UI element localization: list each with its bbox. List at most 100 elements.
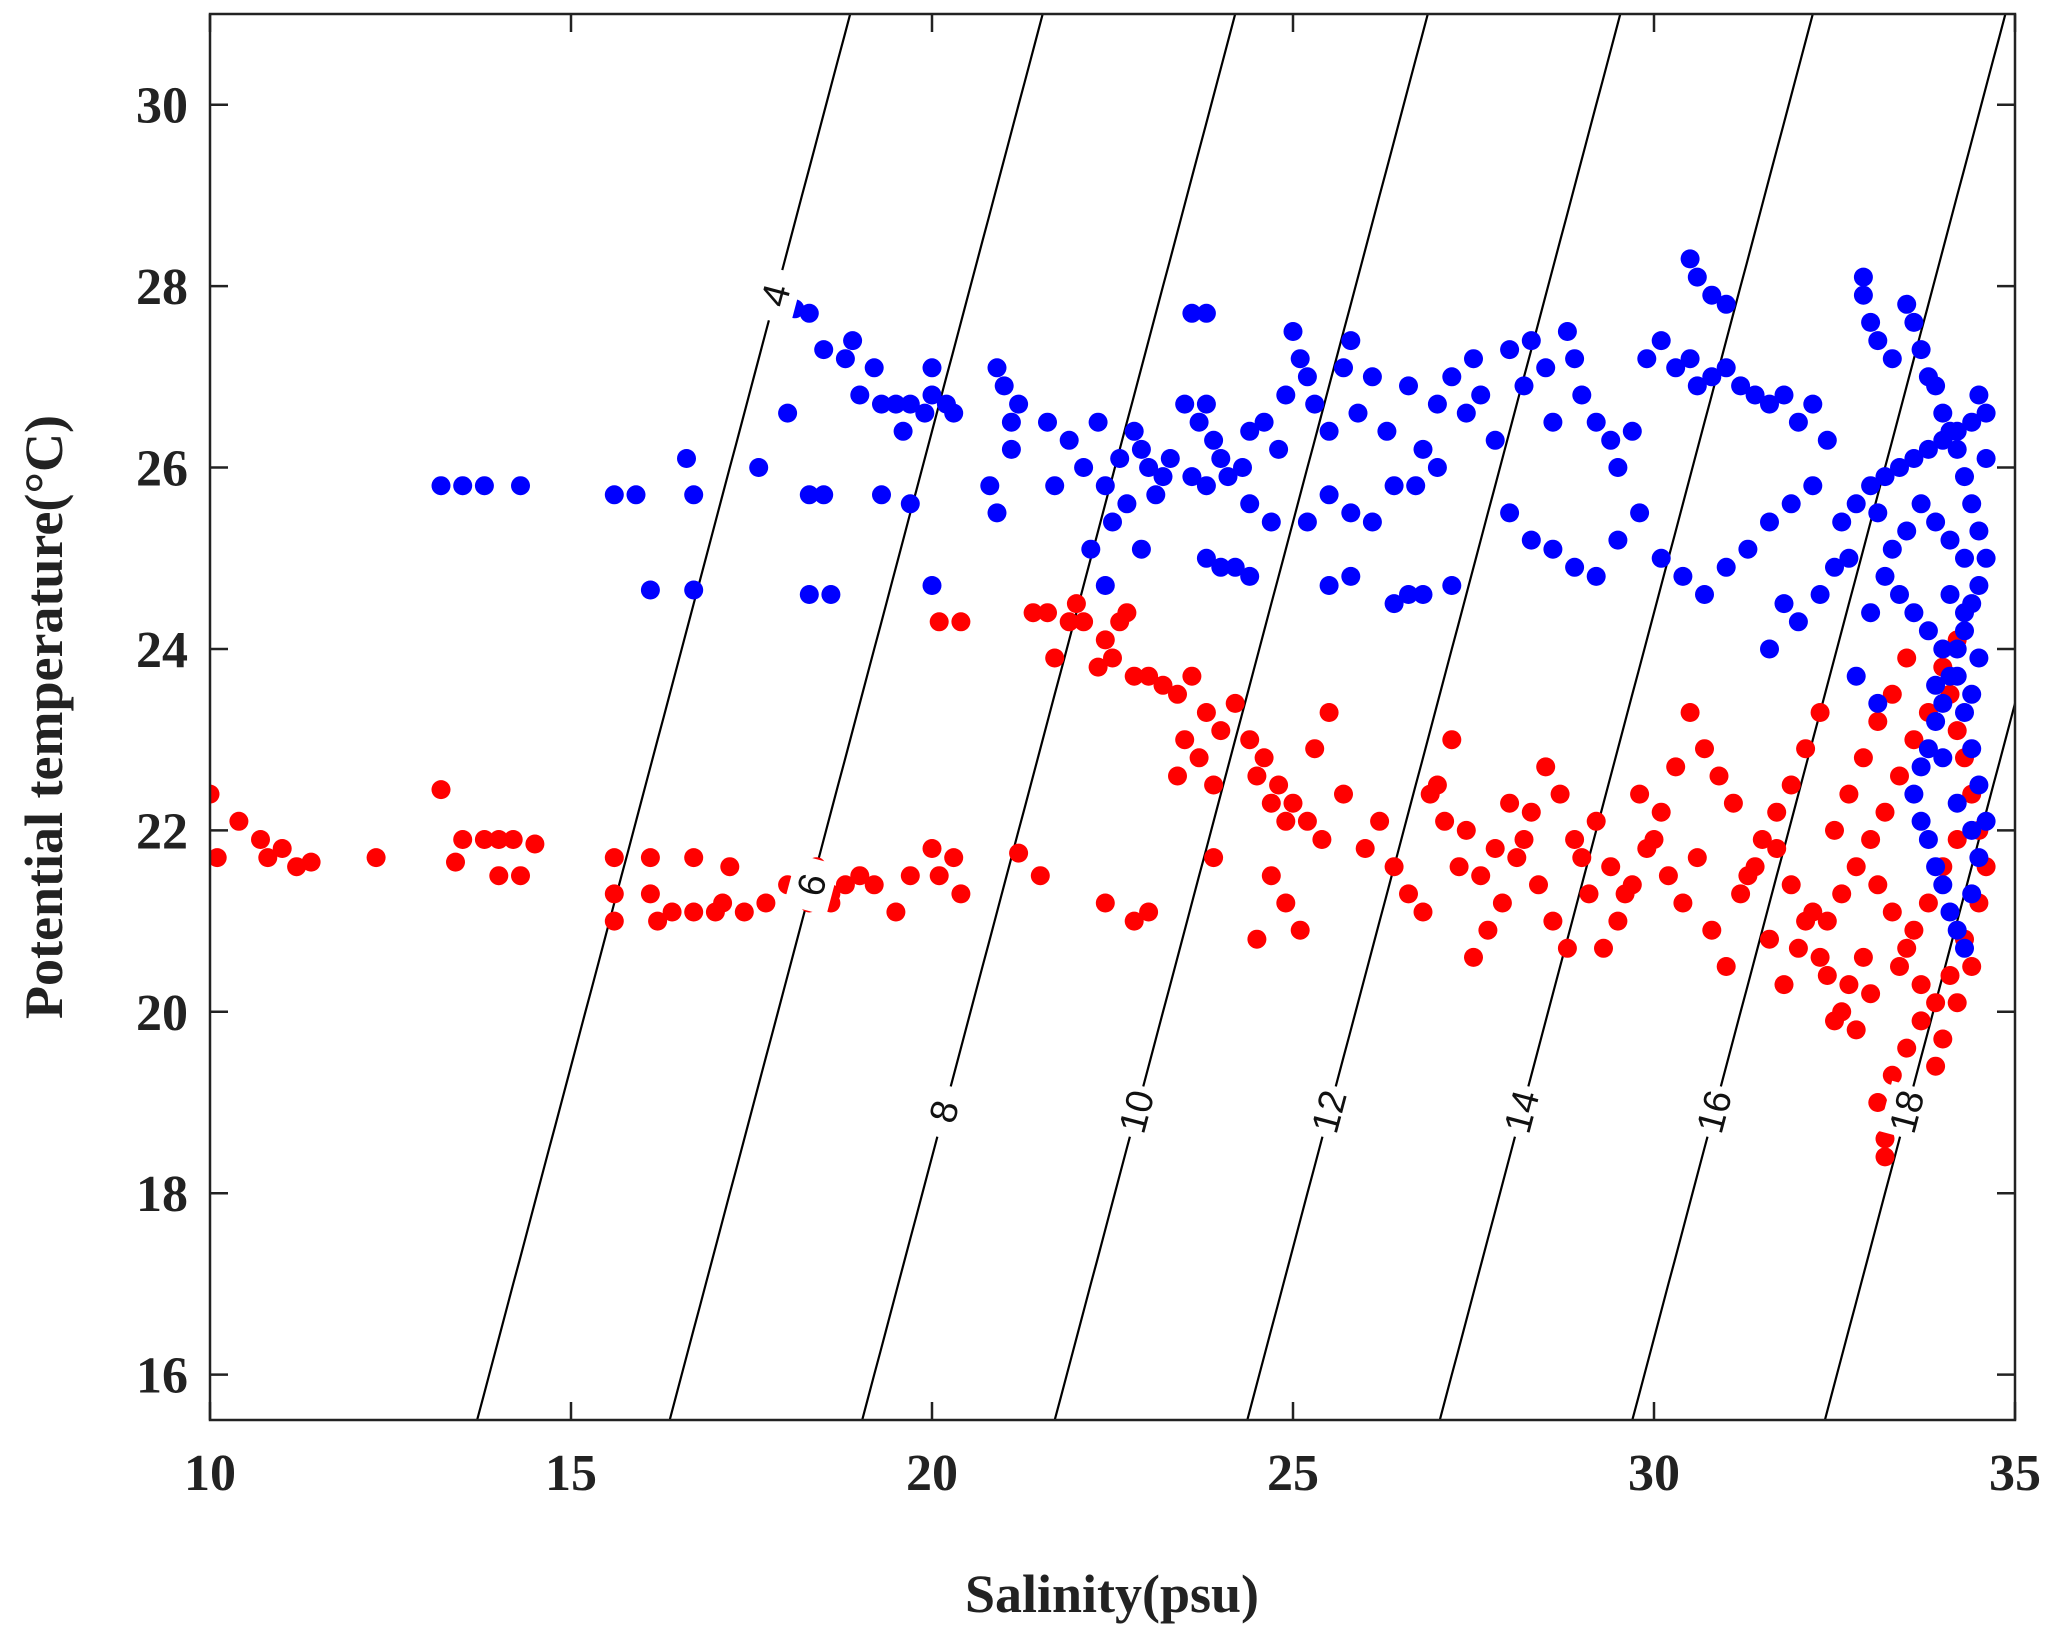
data-point-red: [1947, 993, 1967, 1013]
data-point-blue: [1774, 594, 1794, 614]
data-point-blue: [1521, 530, 1541, 550]
data-point-blue: [1810, 585, 1830, 604]
data-point-red: [1897, 648, 1917, 668]
data-point-blue: [1853, 267, 1873, 287]
data-point-blue: [1933, 639, 1953, 659]
data-point-blue: [1413, 439, 1433, 459]
data-point-blue: [1926, 857, 1946, 877]
data-point-red: [511, 866, 530, 886]
y-tick-label: 26: [136, 441, 188, 498]
data-point-red: [1947, 721, 1967, 741]
data-point-red: [287, 857, 307, 877]
data-point-red: [1355, 839, 1375, 858]
data-point-blue: [1933, 875, 1953, 895]
data-point-blue: [1716, 294, 1736, 314]
data-point-blue: [1680, 249, 1700, 269]
data-point-blue: [1254, 412, 1274, 432]
data-point-red: [1868, 712, 1888, 731]
data-point-red: [1709, 766, 1729, 786]
data-point-red: [1875, 802, 1895, 822]
data-point-red: [684, 848, 704, 868]
data-point-red: [1399, 884, 1418, 904]
data-point-red: [1305, 739, 1325, 759]
data-point-blue: [1319, 576, 1339, 595]
data-point-blue: [1362, 367, 1382, 387]
data-point-blue: [1868, 331, 1888, 351]
data-point-red: [1413, 902, 1433, 922]
data-point-blue: [1348, 403, 1368, 423]
data-point-blue: [1456, 403, 1476, 423]
data-point-blue: [1926, 376, 1946, 396]
data-point-red: [1254, 748, 1274, 768]
data-point-blue: [1911, 494, 1931, 514]
data-point-red: [684, 902, 704, 922]
data-point-blue: [1586, 566, 1606, 586]
data-point-red: [1543, 911, 1563, 931]
data-point-blue: [1139, 458, 1159, 477]
data-point-red: [1500, 793, 1520, 813]
data-point-red: [1124, 911, 1144, 931]
data-point-blue: [1897, 521, 1917, 541]
data-point-blue: [1911, 757, 1931, 777]
data-point-blue: [1399, 376, 1418, 396]
data-point-blue: [1976, 449, 1996, 468]
data-point-blue: [1969, 775, 1989, 795]
data-point-blue: [1933, 693, 1953, 713]
data-point-blue: [1962, 820, 1982, 840]
data-point-blue: [1955, 467, 1974, 487]
data-point-blue: [1918, 830, 1938, 849]
data-point-red: [1702, 920, 1722, 940]
data-point-red: [1926, 1056, 1946, 1076]
data-point-blue: [1319, 421, 1339, 441]
data-point-red: [525, 834, 545, 854]
data-point-red: [1471, 866, 1491, 886]
data-point-blue: [1500, 340, 1520, 360]
data-point-red: [503, 830, 523, 849]
data-point-red: [1882, 902, 1902, 922]
data-point-blue: [1832, 512, 1852, 532]
data-point-blue: [1608, 530, 1628, 550]
data-point-red: [662, 902, 682, 922]
data-point-blue: [814, 340, 834, 360]
data-point-blue: [872, 485, 891, 505]
data-point-blue: [1861, 476, 1881, 496]
data-point-blue: [1189, 412, 1209, 432]
data-point-red: [1182, 666, 1202, 686]
data-point-blue: [1521, 331, 1541, 351]
data-point-red: [1861, 984, 1881, 1004]
data-point-blue: [1882, 539, 1902, 559]
data-point-red: [489, 830, 509, 849]
data-point-blue: [1731, 376, 1751, 396]
data-point-red: [1088, 657, 1108, 677]
data-point-blue: [604, 485, 624, 505]
data-point-blue: [944, 403, 964, 423]
data-point-blue: [1225, 557, 1245, 577]
data-point-red: [713, 893, 733, 913]
data-point-blue: [1543, 412, 1563, 432]
data-point-blue: [1399, 585, 1418, 604]
data-point-blue: [1442, 367, 1462, 387]
data-point-blue: [1976, 811, 1996, 831]
data-point-blue: [1868, 503, 1888, 523]
data-point-blue: [1861, 312, 1881, 332]
data-point-red: [640, 848, 660, 868]
data-point-blue: [1962, 412, 1982, 432]
data-point-red: [1608, 911, 1628, 931]
data-point-red: [453, 830, 473, 849]
data-point-blue: [1290, 349, 1310, 369]
data-point-blue: [1940, 530, 1960, 550]
data-point-blue: [799, 303, 819, 323]
data-point-red: [1738, 866, 1758, 886]
data-point-red: [1297, 811, 1317, 831]
data-point-blue: [872, 394, 891, 414]
isopycnal-label-bg: [1493, 1080, 1550, 1143]
isopycnal-label-bg: [916, 1080, 972, 1143]
data-point-red: [1449, 857, 1469, 877]
data-point-blue: [1760, 639, 1779, 659]
data-point-red: [1095, 630, 1115, 650]
data-point-blue: [1918, 439, 1938, 459]
data-point-red: [1882, 1065, 1902, 1085]
data-point-red: [1276, 811, 1296, 831]
data-point-red: [1023, 603, 1043, 623]
